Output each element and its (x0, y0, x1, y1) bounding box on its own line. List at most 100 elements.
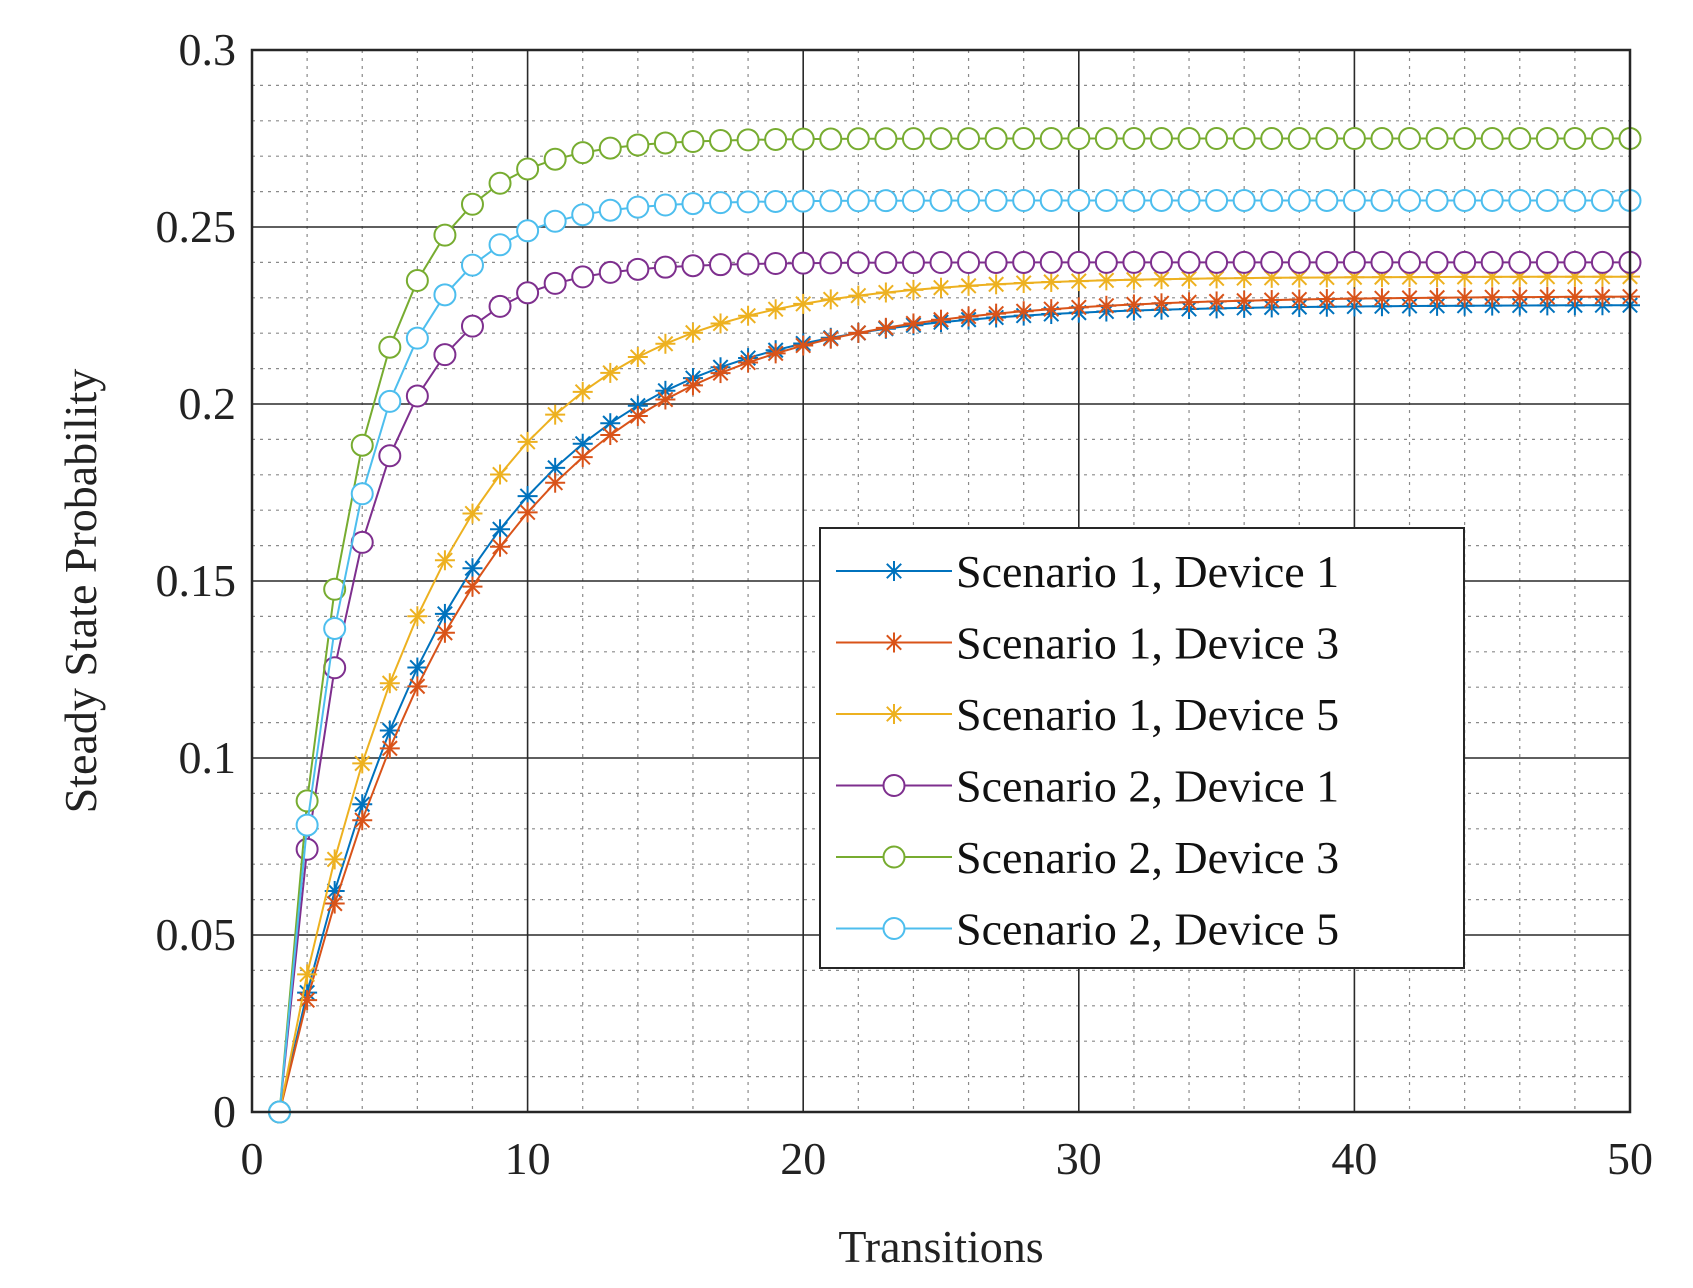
data-point (1094, 127, 1118, 151)
data-point (600, 362, 621, 383)
data-point (1151, 293, 1172, 314)
data-point (1234, 268, 1255, 289)
data-point (681, 254, 705, 278)
data-point (1289, 289, 1310, 310)
data-point (958, 275, 979, 296)
data-point (874, 251, 898, 275)
legend-marker (884, 632, 904, 653)
data-point (295, 789, 319, 813)
data-point (931, 309, 951, 330)
data-point (1123, 294, 1144, 315)
data-point (1371, 288, 1392, 309)
series-5 (268, 127, 1642, 1124)
y-tick-label: 0.15 (156, 555, 237, 606)
data-point (1205, 250, 1229, 274)
data-point (655, 333, 676, 354)
data-point (681, 130, 705, 154)
series-6 (268, 188, 1642, 1124)
data-point (901, 189, 925, 213)
data-point (1041, 271, 1062, 292)
data-point (516, 219, 540, 243)
data-point (929, 189, 953, 213)
data-point (407, 657, 428, 678)
data-point (598, 136, 622, 160)
data-point (736, 190, 760, 214)
data-point (1068, 271, 1089, 292)
data-point (903, 279, 924, 300)
data-point (1122, 250, 1146, 274)
data-point (874, 189, 898, 213)
data-point (1480, 127, 1504, 151)
data-point (1261, 290, 1282, 311)
data-point (297, 964, 318, 985)
data-point (846, 127, 870, 151)
legend-label: Scenario 1, Device 5 (956, 689, 1339, 740)
data-point (1427, 287, 1448, 308)
plot-frame (250, 48, 1632, 1114)
data-point (1398, 250, 1422, 274)
data-point (791, 189, 815, 213)
data-point (1068, 297, 1089, 318)
data-point (1508, 188, 1532, 212)
x-tick-label: 10 (505, 1133, 551, 1184)
data-point (517, 502, 538, 523)
data-point (709, 129, 733, 153)
data-point (1206, 268, 1227, 289)
data-point (1315, 127, 1339, 151)
data-point (1453, 188, 1477, 212)
y-tick-label: 0.25 (156, 201, 237, 252)
data-point (378, 335, 402, 359)
data-point (1482, 287, 1503, 308)
data-point (736, 252, 760, 276)
data-point (1149, 127, 1173, 151)
data-point (1590, 127, 1614, 151)
data-point (323, 616, 347, 640)
data-point (736, 128, 760, 152)
legend-label: Scenario 1, Device 1 (956, 546, 1339, 597)
data-point (1232, 127, 1256, 151)
data-point (488, 171, 512, 195)
data-point (1425, 127, 1449, 151)
data-point (1315, 188, 1339, 212)
data-point (764, 251, 788, 275)
data-point (434, 622, 455, 643)
data-point (710, 363, 731, 384)
data-point (1261, 267, 1282, 288)
data-point (957, 127, 981, 151)
data-point (791, 127, 815, 151)
x-tick-label: 40 (1331, 1133, 1377, 1184)
data-point (1094, 250, 1118, 274)
legend-label: Scenario 2, Device 5 (956, 904, 1339, 955)
data-point (682, 322, 703, 343)
data-point (901, 127, 925, 151)
data-point (378, 389, 402, 413)
data-point (627, 405, 648, 426)
data-point (874, 127, 898, 151)
data-point (1039, 127, 1063, 151)
series-4 (268, 250, 1642, 1124)
y-axis-title: Steady State Probability (55, 369, 106, 814)
data-point (931, 277, 951, 298)
data-point (1508, 127, 1532, 151)
data-point (350, 482, 374, 506)
data-point (1370, 250, 1394, 274)
data-point (1067, 188, 1091, 212)
y-tick-label: 0.05 (156, 909, 237, 960)
data-point (1012, 250, 1036, 274)
data-point (1260, 127, 1284, 151)
data-point (434, 603, 455, 624)
data-point (407, 676, 428, 697)
legend-label: Scenario 2, Device 1 (956, 761, 1339, 812)
legend-marker (884, 561, 904, 581)
data-point (986, 303, 1007, 324)
data-point (1205, 127, 1229, 151)
data-point (820, 289, 841, 310)
data-point (1535, 127, 1559, 151)
data-point (433, 343, 457, 367)
data-point (600, 413, 621, 434)
data-point (626, 133, 650, 157)
data-point (545, 404, 566, 425)
data-point (1592, 286, 1613, 307)
data-point (324, 893, 345, 914)
data-point (1039, 250, 1063, 274)
